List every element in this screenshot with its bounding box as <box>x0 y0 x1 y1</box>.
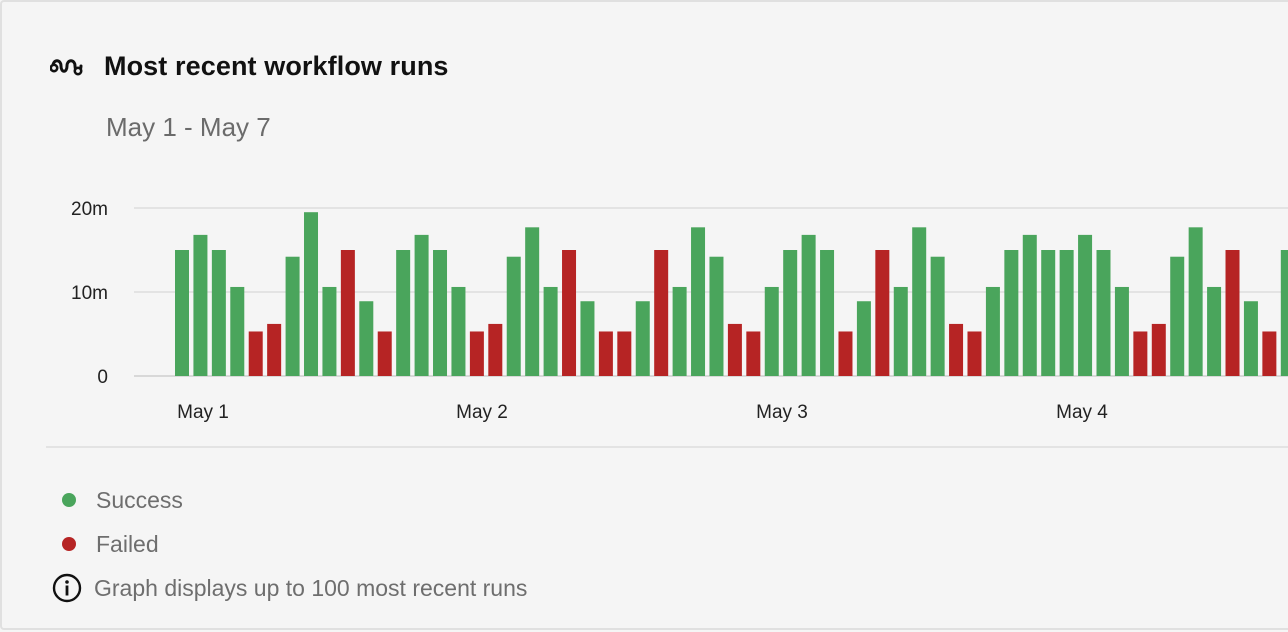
success-dot-icon <box>62 493 76 507</box>
y-tick-label: 0 <box>97 367 108 388</box>
bar-success[interactable] <box>856 301 871 376</box>
failed-dot-icon <box>62 537 76 551</box>
bar-success[interactable] <box>764 286 779 376</box>
bar-success[interactable] <box>396 250 411 376</box>
workflow-runs-chart: 0 10m 20m May 1 May 2 May 3 May 4 <box>71 199 1288 423</box>
bar-success[interactable] <box>820 250 835 376</box>
bar-success[interactable] <box>930 256 945 376</box>
x-tick-label: May 3 <box>756 402 808 423</box>
workflow-icon <box>49 46 84 86</box>
bar-failed[interactable] <box>727 323 742 376</box>
bar-success[interactable] <box>230 286 245 376</box>
bar-success[interactable] <box>322 286 337 376</box>
bar-success[interactable] <box>1170 256 1185 376</box>
bar-success[interactable] <box>359 301 374 376</box>
bar-success[interactable] <box>1004 250 1019 376</box>
bar-success[interactable] <box>543 286 558 376</box>
bar-success[interactable] <box>1022 234 1037 376</box>
info-text: Graph displays up to 100 most recent run… <box>94 574 528 601</box>
bar-success[interactable] <box>985 286 1000 376</box>
bar-failed[interactable] <box>267 323 282 376</box>
bar-success[interactable] <box>1114 286 1129 376</box>
legend-label-success: Success <box>96 486 183 513</box>
bar-failed[interactable] <box>1262 331 1277 376</box>
date-range: May 1 - May 7 <box>106 112 271 142</box>
bar-success[interactable] <box>525 227 540 376</box>
bar-failed[interactable] <box>1133 331 1148 376</box>
divider <box>46 446 1288 448</box>
bar-success[interactable] <box>691 227 706 376</box>
bar-success[interactable] <box>1059 250 1074 376</box>
bar-success[interactable] <box>414 234 429 376</box>
card-title: Most recent workflow runs <box>104 50 449 81</box>
bar-success[interactable] <box>635 301 650 376</box>
bar-success[interactable] <box>1096 250 1111 376</box>
bar-success[interactable] <box>433 250 448 376</box>
bar-failed[interactable] <box>488 323 503 376</box>
bar-success[interactable] <box>912 227 927 376</box>
bar-success[interactable] <box>1207 286 1222 376</box>
bar-failed[interactable] <box>617 331 632 376</box>
x-tick-label: May 1 <box>177 402 229 423</box>
bar-failed[interactable] <box>654 250 669 376</box>
bar-failed[interactable] <box>875 250 890 376</box>
bar-success[interactable] <box>285 256 300 376</box>
bar-success[interactable] <box>1078 234 1093 376</box>
bar-success[interactable] <box>1243 301 1258 376</box>
legend-label-failed: Failed <box>96 530 159 557</box>
chart-legend: Success Failed Graph displays up to 100 … <box>52 478 527 610</box>
bar-success[interactable] <box>801 234 816 376</box>
y-tick-label: 10m <box>71 283 108 304</box>
bar-success[interactable] <box>893 286 908 376</box>
bar-success[interactable] <box>709 256 724 376</box>
bar-success[interactable] <box>783 250 798 376</box>
bar-failed[interactable] <box>838 331 853 376</box>
bar-success[interactable] <box>304 212 319 376</box>
bar-failed[interactable] <box>340 250 355 376</box>
bar-failed[interactable] <box>562 250 577 376</box>
bar-success[interactable] <box>175 250 189 376</box>
bar-failed[interactable] <box>1151 323 1166 376</box>
info-icon <box>52 573 82 603</box>
bar-failed[interactable] <box>1225 250 1240 376</box>
bar-failed[interactable] <box>746 331 761 376</box>
x-tick-label: May 4 <box>1056 402 1108 423</box>
bar-failed[interactable] <box>949 323 964 376</box>
bar-success[interactable] <box>506 256 521 376</box>
bar-success[interactable] <box>193 234 208 376</box>
x-tick-label: May 2 <box>456 402 508 423</box>
bar-failed[interactable] <box>967 331 982 376</box>
card-header: Most recent workflow runs <box>49 46 449 86</box>
bar-failed[interactable] <box>248 331 263 376</box>
bar-success[interactable] <box>451 286 466 376</box>
bar-success[interactable] <box>1041 250 1056 376</box>
bar-success[interactable] <box>1188 227 1203 376</box>
bar-failed[interactable] <box>377 331 392 376</box>
bar-success[interactable] <box>211 250 226 376</box>
y-tick-label: 20m <box>71 199 108 220</box>
bar-failed[interactable] <box>598 331 613 376</box>
bar-failed[interactable] <box>469 331 484 376</box>
bar-success[interactable] <box>672 286 687 376</box>
legend-info: Graph displays up to 100 most recent run… <box>52 566 527 610</box>
legend-item-success: Success <box>52 478 527 522</box>
legend-item-failed: Failed <box>52 522 527 566</box>
bar-success[interactable] <box>580 301 595 376</box>
bar-success[interactable] <box>1280 250 1288 376</box>
